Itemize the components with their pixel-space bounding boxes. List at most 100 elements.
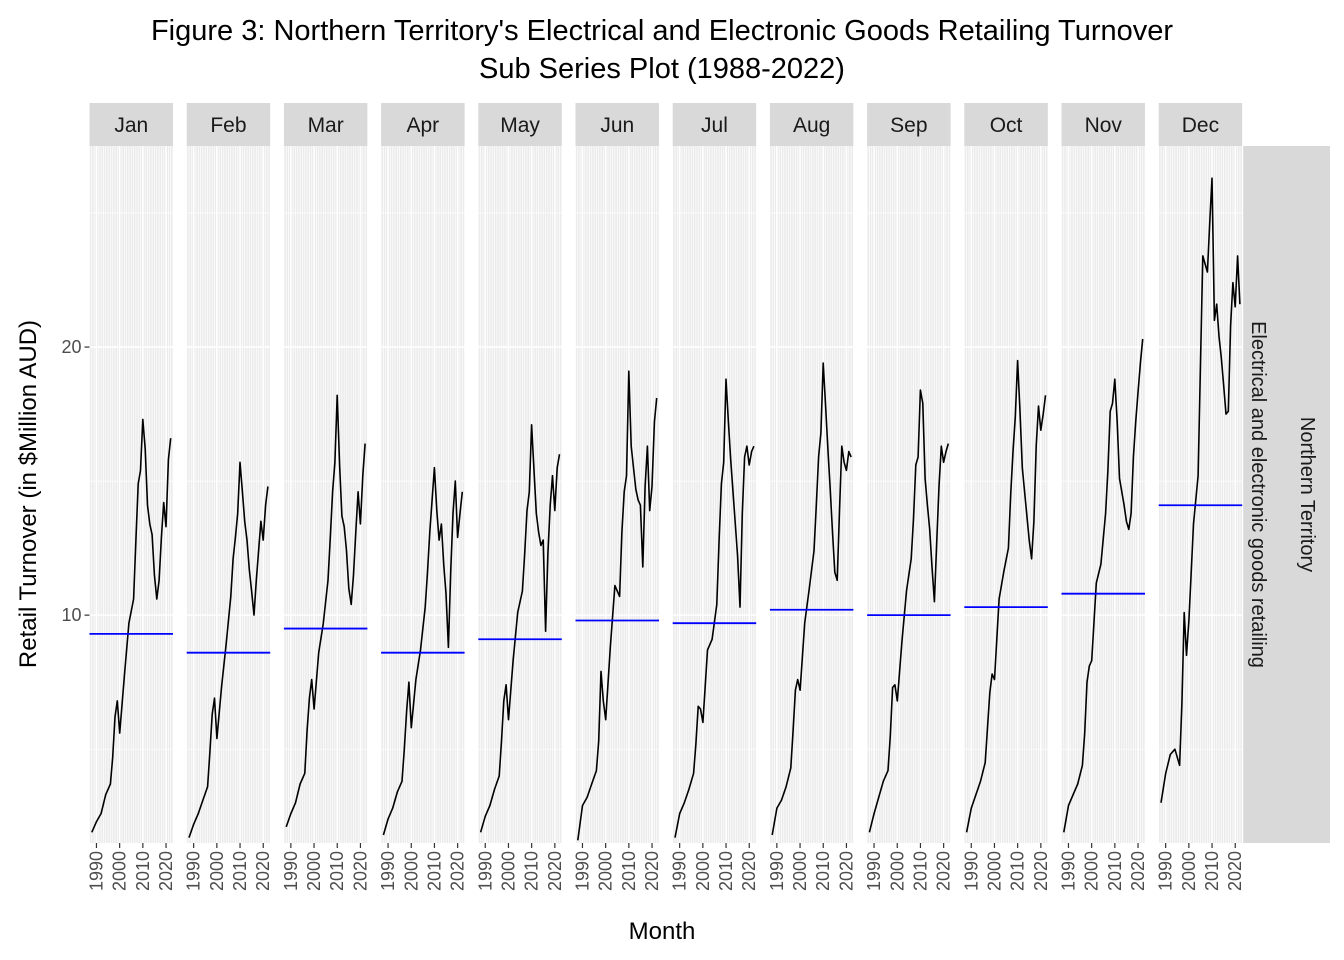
x-tick-label: 2020 <box>1128 851 1148 891</box>
x-tick-label: 2020 <box>836 851 856 891</box>
y-tick-label: 10 <box>61 605 81 625</box>
facet-strip <box>1158 103 1243 146</box>
facet-strip <box>186 103 271 146</box>
x-tick-label: 1990 <box>1059 851 1079 891</box>
x-tick-label: 2000 <box>1179 851 1199 891</box>
x-tick-label: 2010 <box>230 851 250 891</box>
facet-may: May 1990 2000 2010 2020 <box>475 103 565 891</box>
facet-apr: Apr 1990 2000 2010 2020 <box>378 103 468 891</box>
facet-sep: Sep 1990 2000 2010 2020 <box>864 103 954 891</box>
facet-strip-label: Mar <box>308 114 344 137</box>
x-tick-label: 1990 <box>378 851 398 891</box>
facet-strip <box>867 103 951 146</box>
facet-jun: Jun 1990 2000 2010 2020 <box>573 103 662 891</box>
right-strip-label-industry: Electrical and electronic goods retailin… <box>1247 321 1269 668</box>
x-axis-title: Month <box>629 918 696 945</box>
facet-strip <box>672 103 757 146</box>
facet-nov: Nov 1990 2000 2010 2020 <box>1059 103 1148 891</box>
x-tick-label: 1990 <box>281 851 301 891</box>
x-tick-label: 2010 <box>910 851 930 891</box>
facet-strip-label: Jun <box>600 114 634 137</box>
x-tick-label: 2000 <box>1082 851 1102 891</box>
x-tick-label: 1990 <box>670 851 690 891</box>
x-tick-label: 1990 <box>961 851 981 891</box>
series-line-dec <box>1160 177 1241 803</box>
series-line-sep <box>868 389 950 833</box>
x-tick-label: 2000 <box>304 851 324 891</box>
facet-strip <box>964 103 1048 146</box>
facet-strip-label: Jan <box>114 114 148 137</box>
facet-strip-label: Sep <box>890 114 927 137</box>
x-tick-label: 2020 <box>156 851 176 891</box>
x-tick-label: 1990 <box>864 851 884 891</box>
x-tick-label: 2010 <box>327 851 347 891</box>
right-strip-label-region: Northern Territory <box>1296 417 1318 572</box>
x-tick-label: 2010 <box>424 851 444 891</box>
x-tick-label: 2010 <box>522 851 542 891</box>
chart-title-line1: Figure 3: Northern Territory's Electrica… <box>151 15 1173 47</box>
facet-strip <box>89 103 173 146</box>
x-tick-label: 2000 <box>693 851 713 891</box>
facet-strip <box>769 103 854 146</box>
facet-strip-label: Jul <box>701 114 728 137</box>
y-axis-title: Retail Turnover (in $Million AUD) <box>15 320 42 668</box>
x-tick-label: 1990 <box>475 851 495 891</box>
x-tick-label: 2020 <box>642 851 662 891</box>
facet-aug: Aug 1990 2000 2010 2020 <box>767 103 856 891</box>
facet-strip-label: Dec <box>1182 114 1219 137</box>
facet-strip <box>1061 103 1145 146</box>
x-tick-label: 2000 <box>207 851 227 891</box>
facet-jul: Jul 1990 2000 2010 2020 <box>670 103 759 891</box>
series-line-jan <box>91 418 172 833</box>
facet-strip <box>283 103 368 146</box>
y-axis: 10 20 <box>61 337 90 625</box>
x-tick-label: 2010 <box>1105 851 1125 891</box>
series-line-aug <box>771 362 852 836</box>
facet-strip-label: May <box>500 114 540 137</box>
x-tick-label: 2010 <box>716 851 736 891</box>
facet-jan: Jan 1990 2000 2010 2020 <box>87 103 176 891</box>
x-tick-label: 2000 <box>499 851 519 891</box>
x-tick-label: 1990 <box>573 851 593 891</box>
x-tick-label: 1990 <box>87 851 107 891</box>
chart-title-line2: Sub Series Plot (1988-2022) <box>479 53 845 85</box>
x-tick-label: 2010 <box>133 851 153 891</box>
x-tick-label: 2000 <box>401 851 421 891</box>
x-tick-label: 2020 <box>253 851 273 891</box>
series-line-nov <box>1063 338 1144 833</box>
x-tick-label: 2020 <box>1225 851 1245 891</box>
facet-oct: Oct 1990 2000 2010 2020 <box>961 103 1051 891</box>
facet-dec: Dec 1990 2000 2010 2020 <box>1156 103 1245 891</box>
facet-strip <box>478 103 562 146</box>
x-tick-label: 2020 <box>448 851 468 891</box>
x-tick-label: 2020 <box>350 851 370 891</box>
x-tick-label: 1990 <box>1156 851 1176 891</box>
series-line-mar <box>285 394 366 828</box>
x-tick-label: 1990 <box>184 851 204 891</box>
series-line-may <box>479 423 561 833</box>
x-tick-label: 2020 <box>739 851 759 891</box>
series-line-jul <box>674 378 755 838</box>
facet-strip-label: Feb <box>210 114 246 137</box>
x-tick-label: 2020 <box>1031 851 1051 891</box>
x-tick-label: 2020 <box>545 851 565 891</box>
facet-strip <box>575 103 659 146</box>
x-tick-label: 2000 <box>596 851 616 891</box>
right-strip: Northern Territory Electrical and electro… <box>1243 146 1330 843</box>
series-line-feb <box>188 461 269 838</box>
x-tick-label: 2010 <box>813 851 833 891</box>
facet-feb: Feb 1990 2000 2010 2020 <box>184 103 273 891</box>
series-line-jun <box>577 370 658 841</box>
facet-strip <box>381 103 465 146</box>
facet-strip-label: Aug <box>793 114 830 137</box>
series-line-apr <box>382 466 464 836</box>
x-tick-label: 2020 <box>934 851 954 891</box>
x-tick-label: 2000 <box>790 851 810 891</box>
right-strip-background <box>1243 146 1330 843</box>
series-line-oct <box>965 359 1047 833</box>
x-tick-label: 2000 <box>110 851 130 891</box>
x-tick-label: 2000 <box>985 851 1005 891</box>
x-tick-label: 2000 <box>887 851 907 891</box>
